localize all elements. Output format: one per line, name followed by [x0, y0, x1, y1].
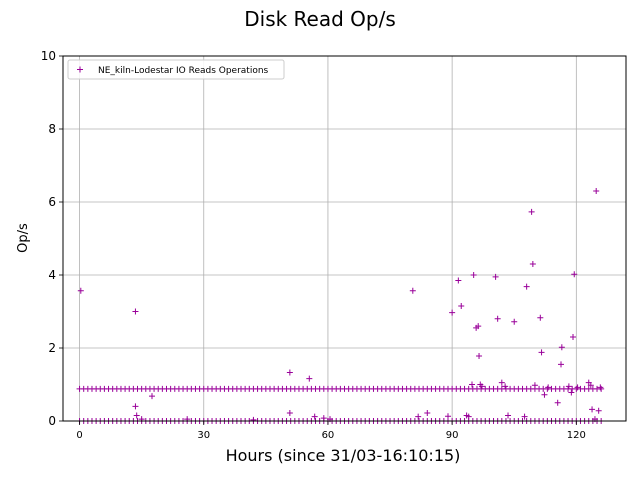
data-point [554, 399, 561, 406]
data-point [455, 277, 462, 284]
data-point [571, 271, 578, 278]
x-axis-label: Hours (since 31/03-16:10:15) [226, 446, 461, 465]
data-point [286, 369, 293, 376]
axis-ticks: 0 30 60 90 120 0 2 4 6 8 10 [41, 49, 586, 441]
data-point [250, 416, 257, 423]
data-point [558, 344, 565, 351]
data-point [537, 314, 544, 321]
data-point [492, 273, 499, 280]
x-tick-label: 60 [322, 430, 335, 441]
data-point [597, 384, 604, 391]
y-tick-label: 2 [48, 341, 56, 355]
data-point [595, 407, 602, 414]
data-point [589, 406, 596, 413]
data-point [133, 412, 140, 419]
y-tick-label: 10 [41, 49, 56, 63]
chart-title: Disk Read Op/s [244, 7, 396, 31]
legend-marker-glyph [77, 66, 83, 73]
data-point [149, 393, 156, 400]
y-tick-label: 8 [48, 122, 56, 136]
data-point [498, 379, 505, 386]
data-point [574, 384, 581, 391]
data-point [132, 308, 139, 315]
legend-label: NE_kiln-Lodestar IO Reads Operations [98, 66, 269, 76]
data-point [538, 349, 545, 356]
data-point [311, 413, 318, 420]
x-tick-label: 30 [197, 430, 210, 441]
data-point [444, 413, 451, 420]
data-point [502, 383, 509, 390]
grid [63, 55, 626, 422]
data-point [409, 287, 416, 294]
x-tick-label: 0 [76, 430, 82, 441]
legend: NE_kiln-Lodestar IO Reads Operations [67, 59, 285, 80]
data-point [475, 323, 482, 330]
data-point [528, 208, 535, 215]
data-point [598, 385, 605, 392]
data-point [587, 382, 594, 389]
x-tick-label: 120 [567, 430, 586, 441]
plot-area-frame [62, 55, 627, 422]
y-tick-label: 0 [48, 414, 56, 428]
data-point [505, 412, 512, 419]
data-point [449, 309, 456, 316]
data-point [568, 389, 575, 396]
data-point [476, 353, 483, 360]
data-point [570, 334, 577, 341]
scatter-series [76, 188, 605, 424]
data-point [521, 413, 528, 420]
data-point [541, 391, 548, 398]
y-axis-label: Op/s [16, 223, 31, 253]
data-point [132, 403, 139, 410]
data-point [77, 287, 84, 294]
data-point [469, 381, 476, 388]
data-point [415, 413, 422, 420]
data-point [465, 413, 472, 420]
data-point [545, 384, 552, 391]
y-tick-label: 6 [48, 195, 56, 209]
y-tick-label: 4 [48, 268, 56, 282]
data-point [558, 361, 565, 368]
data-point [320, 415, 327, 422]
data-point [470, 272, 477, 278]
data-point [565, 383, 572, 390]
legend-box [67, 59, 285, 80]
data-point [494, 315, 501, 322]
data-point [286, 409, 293, 416]
x-tick-label: 90 [446, 430, 459, 441]
data-point [531, 382, 538, 389]
data-point [478, 383, 485, 390]
data-point [458, 303, 465, 310]
data-point [424, 409, 431, 416]
data-point [306, 375, 313, 382]
data-point [529, 261, 536, 268]
data-point [523, 283, 530, 290]
data-point [511, 318, 518, 325]
data-point [593, 188, 600, 195]
legend-marker [77, 66, 83, 73]
